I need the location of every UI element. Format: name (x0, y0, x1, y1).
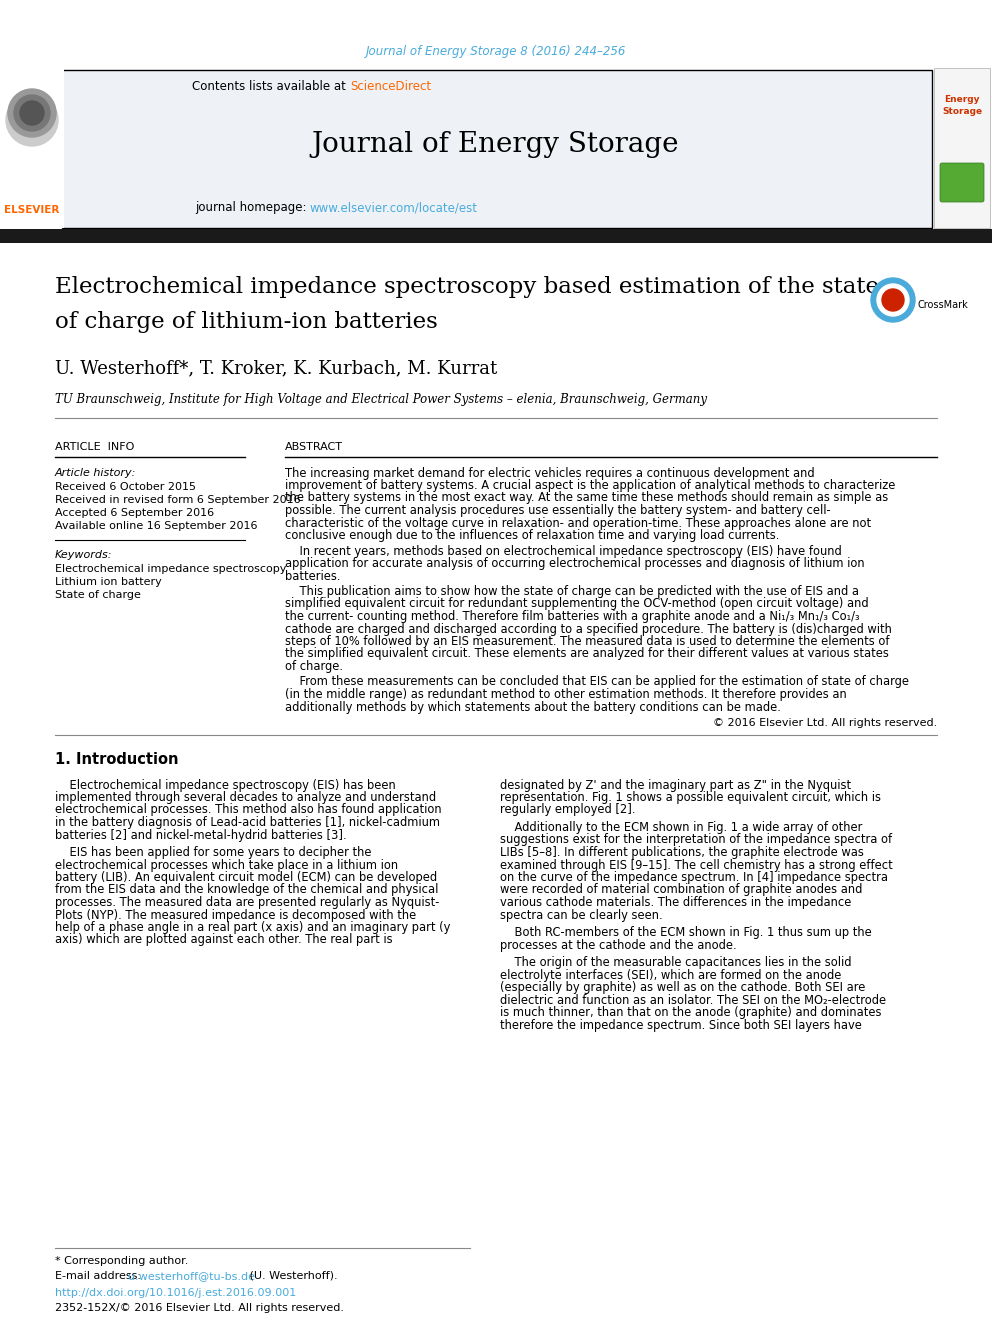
Text: The increasing market demand for electric vehicles requires a continuous develop: The increasing market demand for electri… (285, 467, 814, 479)
Text: designated by Z' and the imaginary part as Z" in the Nyquist: designated by Z' and the imaginary part … (500, 778, 851, 791)
Text: additionally methods by which statements about the battery conditions can be mad: additionally methods by which statements… (285, 700, 781, 713)
Text: © 2016 Elsevier Ltd. All rights reserved.: © 2016 Elsevier Ltd. All rights reserved… (712, 718, 937, 729)
Text: Contents lists available at: Contents lists available at (192, 81, 350, 94)
Circle shape (871, 278, 915, 321)
Circle shape (20, 101, 44, 124)
Text: batteries [2] and nickel-metal-hydrid batteries [3].: batteries [2] and nickel-metal-hydrid ba… (55, 828, 346, 841)
Text: the battery systems in the most exact way. At the same time these methods should: the battery systems in the most exact wa… (285, 492, 888, 504)
Text: suggestions exist for the interpretation of the impedance spectra of: suggestions exist for the interpretation… (500, 833, 892, 847)
FancyBboxPatch shape (934, 67, 990, 228)
Text: Electrochemical impedance spectroscopy based estimation of the state: Electrochemical impedance spectroscopy b… (55, 277, 879, 298)
Text: conclusive enough due to the influences of relaxation time and varying load curr: conclusive enough due to the influences … (285, 529, 780, 542)
Circle shape (6, 94, 58, 146)
Text: Received in revised form 6 September 2016: Received in revised form 6 September 201… (55, 495, 301, 505)
Text: the current- counting method. Therefore film batteries with a graphite anode and: the current- counting method. Therefore … (285, 610, 860, 623)
FancyBboxPatch shape (62, 70, 932, 228)
Text: This publication aims to show how the state of charge can be predicted with the : This publication aims to show how the st… (285, 585, 859, 598)
Text: therefore the impedance spectrum. Since both SEI layers have: therefore the impedance spectrum. Since … (500, 1019, 862, 1032)
Text: (especially by graphite) as well as on the cathode. Both SEI are: (especially by graphite) as well as on t… (500, 980, 865, 994)
Text: Electrochemical impedance spectroscopy (EIS) has been: Electrochemical impedance spectroscopy (… (55, 778, 396, 791)
Text: http://dx.doi.org/10.1016/j.est.2016.09.001: http://dx.doi.org/10.1016/j.est.2016.09.… (55, 1289, 297, 1298)
Text: simplified equivalent circuit for redundant supplementing the OCV-method (open c: simplified equivalent circuit for redund… (285, 598, 869, 610)
Text: CrossMark: CrossMark (918, 300, 969, 310)
Circle shape (8, 89, 56, 138)
Text: EIS has been applied for some years to decipher the: EIS has been applied for some years to d… (55, 845, 371, 859)
Text: Article history:: Article history: (55, 468, 136, 478)
Text: from the EIS data and the knowledge of the chemical and physical: from the EIS data and the knowledge of t… (55, 884, 438, 897)
Text: Additionally to the ECM shown in Fig. 1 a wide array of other: Additionally to the ECM shown in Fig. 1 … (500, 822, 862, 833)
Text: ELSEVIER: ELSEVIER (4, 205, 60, 216)
Text: various cathode materials. The differences in the impedance: various cathode materials. The differenc… (500, 896, 851, 909)
Text: electrochemical processes. This method also has found application: electrochemical processes. This method a… (55, 803, 441, 816)
Text: axis) which are plotted against each other. The real part is: axis) which are plotted against each oth… (55, 934, 393, 946)
Text: battery (LIB). An equivalent circuit model (ECM) can be developed: battery (LIB). An equivalent circuit mod… (55, 871, 437, 884)
Text: In recent years, methods based on electrochemical impedance spectroscopy (EIS) h: In recent years, methods based on electr… (285, 545, 842, 557)
Circle shape (14, 95, 50, 131)
Text: electrochemical processes which take place in a lithium ion: electrochemical processes which take pla… (55, 859, 398, 872)
Text: examined through EIS [9–15]. The cell chemistry has a strong effect: examined through EIS [9–15]. The cell ch… (500, 859, 893, 872)
Text: application for accurate analysis of occurring electrochemical processes and dia: application for accurate analysis of occ… (285, 557, 865, 570)
Text: of charge of lithium-ion batteries: of charge of lithium-ion batteries (55, 311, 437, 333)
Text: u.westerhoff@tu-bs.de: u.westerhoff@tu-bs.de (128, 1271, 255, 1281)
Text: ABSTRACT: ABSTRACT (285, 442, 343, 452)
Text: 2352-152X/© 2016 Elsevier Ltd. All rights reserved.: 2352-152X/© 2016 Elsevier Ltd. All right… (55, 1303, 344, 1312)
Text: characteristic of the voltage curve in relaxation- and operation-time. These app: characteristic of the voltage curve in r… (285, 516, 871, 529)
Circle shape (877, 284, 909, 316)
Text: LIBs [5–8]. In different publications, the graphite electrode was: LIBs [5–8]. In different publications, t… (500, 845, 864, 859)
Text: Energy: Energy (944, 95, 980, 105)
Text: Electrochemical impedance spectroscopy: Electrochemical impedance spectroscopy (55, 564, 287, 574)
Circle shape (882, 288, 904, 311)
Text: cathode are charged and discharged according to a specified procedure. The batte: cathode are charged and discharged accor… (285, 623, 892, 635)
Text: ScienceDirect: ScienceDirect (350, 81, 432, 94)
Text: From these measurements can be concluded that EIS can be applied for the estimat: From these measurements can be concluded… (285, 676, 909, 688)
Text: Accepted 6 September 2016: Accepted 6 September 2016 (55, 508, 214, 519)
Text: batteries.: batteries. (285, 569, 340, 582)
Text: dielectric and function as an isolator. The SEI on the MO₂-electrode: dielectric and function as an isolator. … (500, 994, 886, 1007)
Text: on the curve of the impedance spectrum. In [4] impedance spectra: on the curve of the impedance spectrum. … (500, 871, 888, 884)
Text: implemented through several decades to analyze and understand: implemented through several decades to a… (55, 791, 436, 804)
Text: were recorded of material combination of graphite anodes and: were recorded of material combination of… (500, 884, 862, 897)
Text: improvement of battery systems. A crucial aspect is the application of analytica: improvement of battery systems. A crucia… (285, 479, 896, 492)
Text: the simplified equivalent circuit. These elements are analyzed for their differe: the simplified equivalent circuit. These… (285, 647, 889, 660)
FancyBboxPatch shape (0, 229, 992, 243)
Text: Keywords:: Keywords: (55, 550, 112, 560)
Text: in the battery diagnosis of Lead-acid batteries [1], nickel-cadmium: in the battery diagnosis of Lead-acid ba… (55, 816, 440, 830)
Text: representation. Fig. 1 shows a possible equivalent circuit, which is: representation. Fig. 1 shows a possible … (500, 791, 881, 804)
Text: 1. Introduction: 1. Introduction (55, 753, 179, 767)
Text: State of charge: State of charge (55, 590, 141, 601)
Text: regularly employed [2].: regularly employed [2]. (500, 803, 636, 816)
Text: TU Braunschweig, Institute for High Voltage and Electrical Power Systems – eleni: TU Braunschweig, Institute for High Volt… (55, 393, 707, 406)
Text: is much thinner, than that on the anode (graphite) and dominates: is much thinner, than that on the anode … (500, 1005, 882, 1019)
Text: help of a phase angle in a real part (x axis) and an imaginary part (y: help of a phase angle in a real part (x … (55, 921, 450, 934)
FancyBboxPatch shape (0, 67, 64, 228)
Text: Lithium ion battery: Lithium ion battery (55, 577, 162, 587)
Text: The origin of the measurable capacitances lies in the solid: The origin of the measurable capacitance… (500, 957, 851, 968)
Text: steps of 10% followed by an EIS measurement. The measured data is used to determ: steps of 10% followed by an EIS measurem… (285, 635, 890, 648)
Text: Received 6 October 2015: Received 6 October 2015 (55, 482, 196, 492)
Text: E-mail address:: E-mail address: (55, 1271, 145, 1281)
FancyBboxPatch shape (940, 163, 984, 202)
Text: processes at the cathode and the anode.: processes at the cathode and the anode. (500, 938, 737, 951)
Text: Available online 16 September 2016: Available online 16 September 2016 (55, 521, 258, 531)
Text: Plots (NYP). The measured impedance is decomposed with the: Plots (NYP). The measured impedance is d… (55, 909, 417, 922)
Text: journal homepage:: journal homepage: (194, 201, 310, 214)
Text: (in the middle range) as redundant method to other estimation methods. It theref: (in the middle range) as redundant metho… (285, 688, 847, 701)
Text: Storage: Storage (942, 107, 982, 116)
Text: electrolyte interfaces (SEI), which are formed on the anode: electrolyte interfaces (SEI), which are … (500, 968, 841, 982)
Text: of charge.: of charge. (285, 660, 343, 673)
Text: U. Westerhoff*, T. Kroker, K. Kurbach, M. Kurrat: U. Westerhoff*, T. Kroker, K. Kurbach, M… (55, 359, 497, 377)
Text: possible. The current analysis procedures use essentially the battery system- an: possible. The current analysis procedure… (285, 504, 830, 517)
Text: processes. The measured data are presented regularly as Nyquist-: processes. The measured data are present… (55, 896, 439, 909)
Text: Both RC-members of the ECM shown in Fig. 1 thus sum up the: Both RC-members of the ECM shown in Fig.… (500, 926, 872, 939)
Text: ARTICLE  INFO: ARTICLE INFO (55, 442, 134, 452)
Text: (U. Westerhoff).: (U. Westerhoff). (246, 1271, 337, 1281)
Text: www.elsevier.com/locate/est: www.elsevier.com/locate/est (310, 201, 478, 214)
Text: * Corresponding author.: * Corresponding author. (55, 1256, 188, 1266)
Text: spectra can be clearly seen.: spectra can be clearly seen. (500, 909, 663, 922)
Text: Journal of Energy Storage 8 (2016) 244–256: Journal of Energy Storage 8 (2016) 244–2… (366, 45, 626, 58)
Text: Journal of Energy Storage: Journal of Energy Storage (311, 131, 679, 159)
